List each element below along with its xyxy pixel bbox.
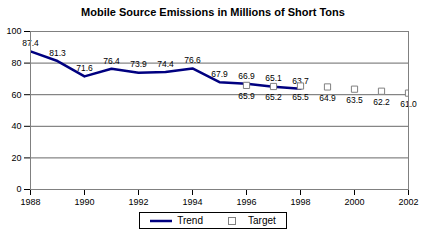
svg-text:74.4: 74.4: [157, 59, 174, 69]
svg-text:1990: 1990: [74, 197, 94, 207]
svg-text:81.3: 81.3: [49, 48, 66, 58]
svg-text:1998: 1998: [290, 197, 310, 207]
svg-text:1996: 1996: [236, 197, 256, 207]
html-text:Mobile Source Emissions in Mil: Mobile Source Emissions in Millions of S…: [81, 6, 345, 18]
svg-text:1992: 1992: [128, 197, 148, 207]
svg-text:76.6: 76.6: [184, 55, 201, 65]
svg-text:71.6: 71.6: [76, 63, 93, 73]
svg-text:0: 0: [16, 184, 21, 194]
svg-text:65.9: 65.9: [238, 91, 255, 101]
svg-text:1994: 1994: [182, 197, 202, 207]
html-text:Trend: Trend: [177, 215, 203, 226]
svg-text:63.7: 63.7: [292, 75, 309, 86]
svg-text:66.9: 66.9: [238, 71, 255, 81]
svg-text:60: 60: [11, 90, 21, 100]
svg-text:100: 100: [6, 26, 21, 36]
svg-text:65.1: 65.1: [265, 73, 282, 83]
svg-text:67.9: 67.9: [211, 69, 228, 79]
svg-text:62.2: 62.2: [373, 97, 390, 107]
svg-text:65.2: 65.2: [265, 92, 282, 102]
svg-text:76.4: 76.4: [103, 56, 120, 66]
svg-text:61.0: 61.0: [400, 98, 417, 109]
svg-text:80: 80: [11, 58, 21, 68]
svg-text:40: 40: [11, 121, 21, 131]
svg-text:64.9: 64.9: [319, 93, 336, 103]
svg-text:65.5: 65.5: [292, 92, 309, 102]
svg-text:73.9: 73.9: [130, 59, 147, 69]
svg-text:20: 20: [11, 153, 21, 163]
svg-text:63.5: 63.5: [346, 95, 363, 105]
svg-text:1988: 1988: [20, 197, 40, 207]
html-text:Target: Target: [248, 215, 276, 226]
svg-text:2002: 2002: [398, 197, 418, 207]
svg-text:87.4: 87.4: [22, 38, 39, 49]
svg-text:2000: 2000: [344, 197, 364, 207]
